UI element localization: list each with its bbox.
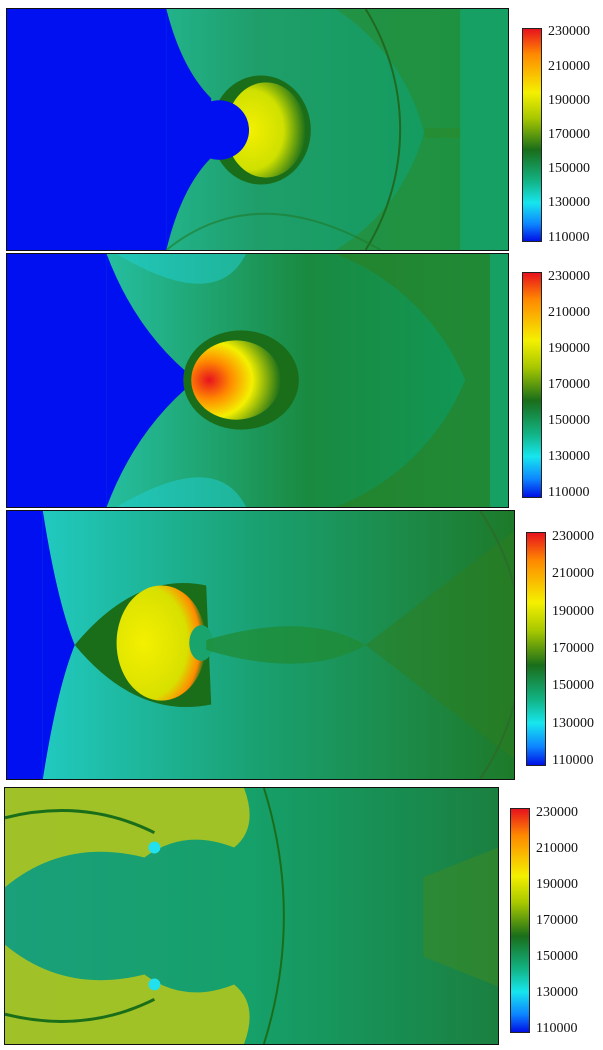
tick-label: 110000	[536, 1020, 578, 1036]
pressure-field-3	[7, 511, 514, 779]
pressure-field-1	[7, 9, 508, 250]
tick-label: 150000	[552, 678, 594, 694]
tick-label: 170000	[552, 641, 594, 656]
tick-label: 230000	[548, 268, 590, 284]
field-panel-3	[6, 510, 515, 780]
colorbar-3-ticks: 230000 210000 190000 170000 150000 13000…	[552, 528, 603, 769]
tick-label: 130000	[548, 449, 590, 465]
tick-label: 230000	[552, 528, 594, 544]
tick-label: 110000	[548, 485, 590, 501]
tick-label: 210000	[548, 304, 590, 320]
tick-label: 210000	[536, 840, 578, 856]
colorbar-1-ticks: 230000 210000 190000 170000 150000 13000…	[548, 24, 603, 245]
tick-label: 230000	[548, 24, 590, 40]
tick-label: 190000	[536, 876, 578, 892]
tick-label: 230000	[536, 804, 578, 820]
tick-label: 150000	[548, 161, 590, 177]
colorbar-4-ticks: 230000 210000 190000 170000 150000 13000…	[536, 804, 603, 1036]
tick-label: 130000	[548, 195, 590, 211]
tick-label: 170000	[536, 912, 578, 928]
tick-label: 190000	[548, 92, 590, 108]
tick-label: 150000	[536, 948, 578, 964]
tick-label: 130000	[536, 984, 578, 1000]
colorbar-2	[522, 272, 542, 498]
tick-label: 170000	[548, 127, 590, 142]
tick-label: 110000	[552, 753, 594, 769]
pressure-field-2	[7, 254, 508, 507]
field-panel-2	[6, 253, 509, 508]
tick-label: 190000	[552, 603, 594, 619]
tick-label: 210000	[548, 58, 590, 74]
colorbar-1	[522, 28, 542, 242]
field-panel-1	[6, 8, 509, 251]
tick-label: 130000	[552, 715, 594, 731]
tick-label: 170000	[548, 377, 590, 392]
colorbar-2-ticks: 230000 210000 190000 170000 150000 13000…	[548, 268, 603, 501]
tick-label: 150000	[548, 413, 590, 429]
tick-label: 110000	[548, 229, 590, 245]
tick-label: 190000	[548, 340, 590, 356]
pressure-field-4	[5, 788, 498, 1044]
colorbar-4	[510, 808, 530, 1033]
colorbar-3	[526, 532, 546, 766]
field-panel-4	[4, 787, 499, 1045]
tick-label: 210000	[552, 566, 594, 582]
